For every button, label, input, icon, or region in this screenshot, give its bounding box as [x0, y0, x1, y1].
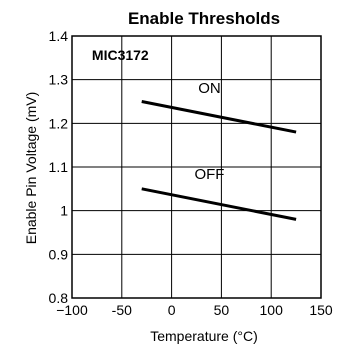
y-tick-label: 1.3 — [49, 72, 69, 88]
x-tick-label: -50 — [112, 302, 132, 318]
x-tick-label: 100 — [260, 302, 284, 318]
y-axis-label: Enable Pin Voltage (mV) — [23, 92, 39, 245]
y-tick-label: 0.9 — [49, 246, 69, 262]
y-tick-label: 1 — [60, 203, 68, 219]
series-line-on — [141, 100, 297, 134]
annotation-layer: MIC3172 ON OFF — [92, 47, 225, 183]
y-tick-label: 0.8 — [49, 290, 69, 306]
y-tick-label: 1.1 — [49, 159, 69, 175]
y-tick-labels: 0.8 0.9 1 1.1 1.2 1.3 1.4 — [49, 28, 69, 306]
plot-frame — [71, 35, 322, 299]
annotation-on: ON — [198, 80, 221, 97]
grid-lines — [72, 36, 321, 298]
y-tick-label: 1.2 — [49, 115, 69, 131]
x-tick-label: −100 — [56, 302, 88, 318]
annotation-off: OFF — [194, 166, 224, 183]
x-axis-label: Temperature (°C) — [150, 328, 258, 344]
series-line-off — [141, 187, 297, 221]
x-tick-label: 50 — [214, 302, 230, 318]
x-tick-label: 0 — [168, 302, 176, 318]
annotation-mic3172: MIC3172 — [92, 47, 149, 63]
chart-title: Enable Thresholds — [128, 9, 280, 28]
series-layer — [141, 100, 297, 221]
y-tick-label: 1.4 — [49, 28, 69, 44]
x-tick-label: 150 — [309, 302, 333, 318]
x-tick-labels: −100 -50 0 50 100 150 — [56, 302, 333, 318]
